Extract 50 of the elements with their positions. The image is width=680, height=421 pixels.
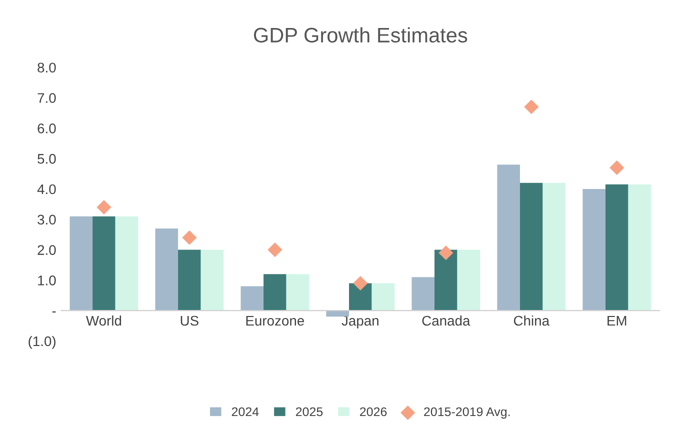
legend-label: 2025 xyxy=(296,407,323,416)
bar xyxy=(457,250,480,311)
point xyxy=(268,242,282,258)
legend-label: 2015-2019 Avg. xyxy=(424,407,510,419)
point xyxy=(96,200,112,215)
bar xyxy=(434,250,458,311)
bar xyxy=(412,277,434,311)
point xyxy=(182,230,197,245)
bar xyxy=(542,182,566,311)
bar xyxy=(326,310,349,317)
x-tick-label: China xyxy=(514,315,550,326)
bar xyxy=(349,283,372,311)
bar xyxy=(92,216,116,311)
bar xyxy=(582,188,606,311)
legend-label: 2026 xyxy=(360,407,387,416)
y-tick-label: 5.0 xyxy=(38,154,56,164)
x-tick-label: EM xyxy=(608,316,626,326)
point xyxy=(610,160,624,175)
x-tick-label: Japan xyxy=(342,316,378,328)
point xyxy=(353,276,368,291)
chart-title: GDP Growth Estimates xyxy=(254,27,468,43)
bar xyxy=(286,274,310,311)
bar xyxy=(178,250,201,311)
y-tick-label: 7.0 xyxy=(38,93,56,103)
bar xyxy=(70,216,93,311)
bar xyxy=(155,228,178,311)
y-tick-label: 2.0 xyxy=(38,245,56,255)
y-tick-label: 8.0 xyxy=(38,62,56,73)
bar xyxy=(520,182,543,311)
legend-label: 2024 xyxy=(232,407,259,416)
y-tick-label: 6.0 xyxy=(38,124,56,134)
point xyxy=(438,246,454,260)
y-tick-label: (1.0) xyxy=(28,336,56,349)
bar xyxy=(372,283,395,311)
bar xyxy=(497,164,520,311)
x-tick-label: Canada xyxy=(422,315,470,326)
bar xyxy=(200,250,224,311)
x-tick-label: World xyxy=(86,315,122,326)
y-tick-label: - xyxy=(52,311,56,312)
bar xyxy=(628,184,652,311)
x-tick-label: US xyxy=(180,316,198,326)
y-tick-label: 4.0 xyxy=(37,184,56,194)
bar xyxy=(264,274,286,311)
bar xyxy=(115,216,138,311)
bar xyxy=(605,184,628,311)
y-tick-label: 3.0 xyxy=(38,214,56,225)
bar xyxy=(240,286,264,311)
y-tick-label: 1.0 xyxy=(38,276,56,286)
x-tick-label: Eurozone xyxy=(246,316,304,326)
point xyxy=(524,100,539,114)
